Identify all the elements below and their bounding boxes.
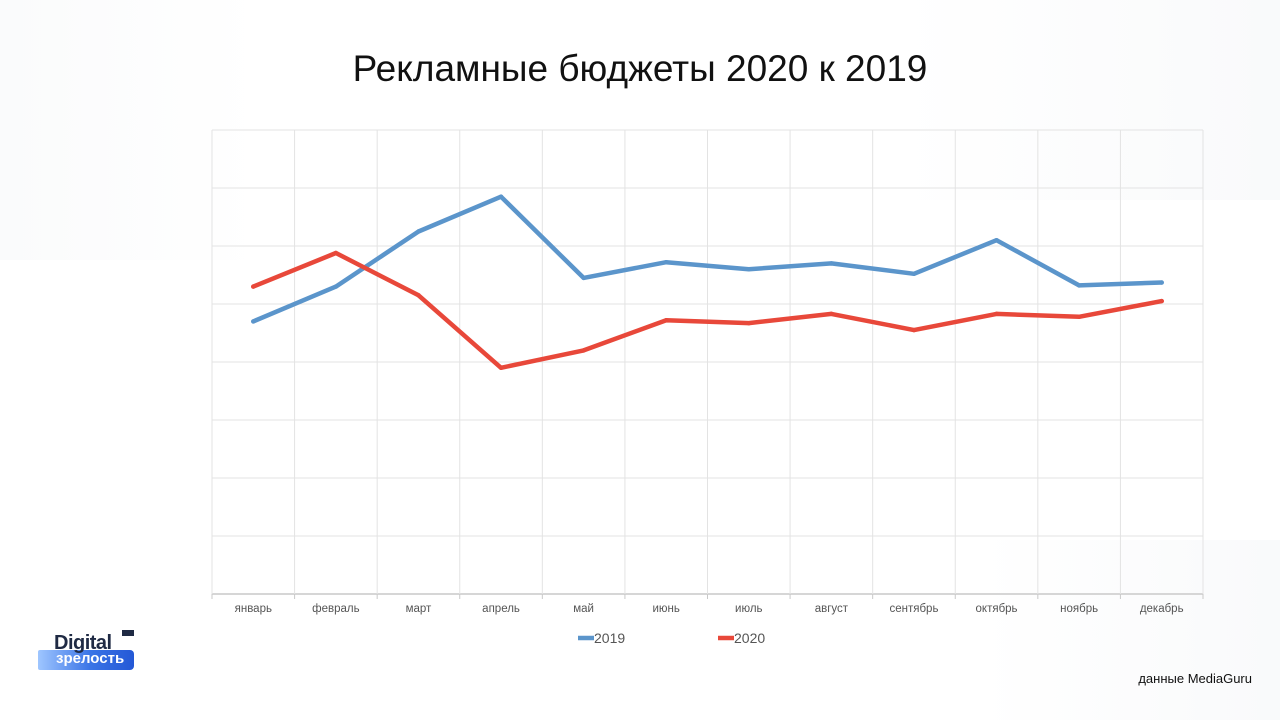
series-line-2020 <box>251 250 1164 371</box>
data-point-2019 <box>746 267 751 272</box>
data-point-2020 <box>1076 314 1082 319</box>
x-tick-label: март <box>406 603 432 615</box>
data-point-2019 <box>333 284 339 289</box>
logo-badge <box>38 650 134 670</box>
legend-label-2020: 2020 <box>734 630 765 646</box>
data-point-2020 <box>829 311 834 317</box>
data-point-2019 <box>1076 283 1082 288</box>
data-point-2019 <box>911 271 917 277</box>
x-tick-label: сентябрь <box>889 603 938 615</box>
x-tick-label: январь <box>235 603 272 615</box>
logo-bottom-text: зрелость <box>56 650 125 667</box>
data-point-2020 <box>664 318 669 323</box>
data-point-2020 <box>994 311 999 317</box>
data-point-2019 <box>581 275 586 281</box>
data-point-2020 <box>333 250 339 256</box>
data-point-2020 <box>1159 298 1164 304</box>
data-point-2019 <box>251 319 256 324</box>
x-tick-label: июль <box>735 603 763 615</box>
source-note: данные MediaGuru <box>1138 671 1252 686</box>
digital-zrelost-logo: Digital зрелость <box>34 630 144 682</box>
x-tick-label: февраль <box>312 603 359 615</box>
data-point-2019 <box>664 260 669 265</box>
legend-label-2019: 2019 <box>594 630 625 646</box>
data-point-2020 <box>581 348 586 353</box>
series-line-2019 <box>251 194 1164 324</box>
x-tick-label: октябрь <box>976 603 1018 615</box>
chart-title: Рекламные бюджеты 2020 к 2019 <box>352 48 928 89</box>
x-tick-label: май <box>573 603 594 615</box>
x-tick-label: декабрь <box>1140 603 1184 615</box>
data-point-2019 <box>994 238 999 243</box>
x-tick-label: июнь <box>653 603 680 615</box>
data-point-2020 <box>746 320 751 326</box>
data-point-2020 <box>498 365 504 370</box>
x-tick-label: апрель <box>482 603 520 615</box>
data-point-2019 <box>498 194 504 199</box>
data-point-2020 <box>251 284 256 289</box>
data-point-2019 <box>1159 280 1164 285</box>
logo-top-text: Digital <box>54 632 112 654</box>
data-point-2019 <box>416 229 421 234</box>
data-point-2020 <box>911 327 917 333</box>
data-point-2020 <box>416 293 421 298</box>
x-tick-label: ноябрь <box>1060 603 1098 615</box>
logo-mark <box>122 630 134 636</box>
data-point-2019 <box>829 261 834 266</box>
x-tick-label: август <box>815 603 849 615</box>
